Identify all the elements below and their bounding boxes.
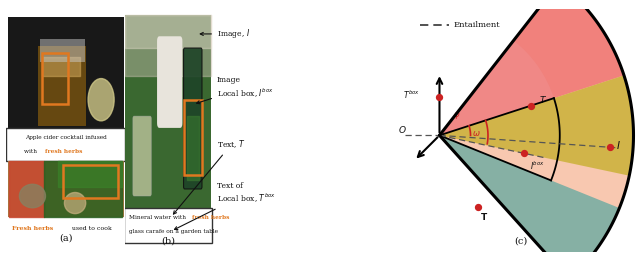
Text: (b): (b) bbox=[161, 236, 175, 245]
Point bbox=[435, 94, 445, 99]
Ellipse shape bbox=[88, 79, 114, 121]
Text: Mineral water with: Mineral water with bbox=[129, 215, 188, 220]
Point bbox=[473, 205, 483, 209]
Ellipse shape bbox=[19, 184, 45, 208]
Wedge shape bbox=[440, 40, 554, 135]
FancyBboxPatch shape bbox=[6, 128, 125, 161]
FancyBboxPatch shape bbox=[8, 17, 124, 128]
FancyBboxPatch shape bbox=[125, 15, 211, 208]
Text: Text, $T$: Text, $T$ bbox=[173, 139, 246, 214]
FancyBboxPatch shape bbox=[40, 39, 84, 62]
Text: $\omega$: $\omega$ bbox=[472, 129, 481, 138]
Text: $T$: $T$ bbox=[539, 94, 547, 105]
Text: $I^{box}$: $I^{box}$ bbox=[530, 159, 545, 171]
Text: fresh herbs: fresh herbs bbox=[45, 149, 83, 154]
Text: with: with bbox=[24, 149, 39, 154]
Point bbox=[605, 145, 615, 149]
Text: Image, $I$: Image, $I$ bbox=[200, 27, 250, 40]
Ellipse shape bbox=[65, 193, 86, 213]
FancyBboxPatch shape bbox=[124, 208, 212, 243]
Text: (a): (a) bbox=[59, 234, 72, 243]
Wedge shape bbox=[440, 0, 634, 261]
Text: $T^{box}$: $T^{box}$ bbox=[403, 88, 420, 101]
Text: glass carafe on a garden table: glass carafe on a garden table bbox=[129, 229, 218, 234]
Text: $O$: $O$ bbox=[398, 124, 406, 135]
Wedge shape bbox=[440, 0, 624, 135]
Wedge shape bbox=[440, 75, 634, 176]
FancyBboxPatch shape bbox=[133, 116, 151, 196]
Text: fresh herbs: fresh herbs bbox=[191, 215, 229, 220]
Text: $I$: $I$ bbox=[616, 139, 620, 151]
Text: Image
Local box, $I^{box}$: Image Local box, $I^{box}$ bbox=[196, 76, 274, 104]
Text: Text of
Local box, $T^{box}$: Text of Local box, $T^{box}$ bbox=[175, 182, 276, 229]
Text: (c): (c) bbox=[515, 237, 527, 246]
Text: Fresh herbs: Fresh herbs bbox=[12, 226, 54, 232]
Text: $\mathbf{T}$: $\mathbf{T}$ bbox=[480, 211, 488, 222]
Point bbox=[519, 151, 529, 156]
FancyBboxPatch shape bbox=[157, 36, 182, 128]
Wedge shape bbox=[440, 135, 620, 261]
FancyBboxPatch shape bbox=[184, 48, 202, 189]
Text: used to cook: used to cook bbox=[72, 226, 111, 232]
Text: Apple cider cocktail infused: Apple cider cocktail infused bbox=[25, 135, 106, 140]
FancyBboxPatch shape bbox=[38, 46, 86, 126]
FancyBboxPatch shape bbox=[8, 161, 124, 217]
Text: $\varphi$: $\varphi$ bbox=[453, 110, 461, 121]
Point bbox=[526, 104, 536, 108]
Text: Entailment: Entailment bbox=[453, 21, 500, 29]
